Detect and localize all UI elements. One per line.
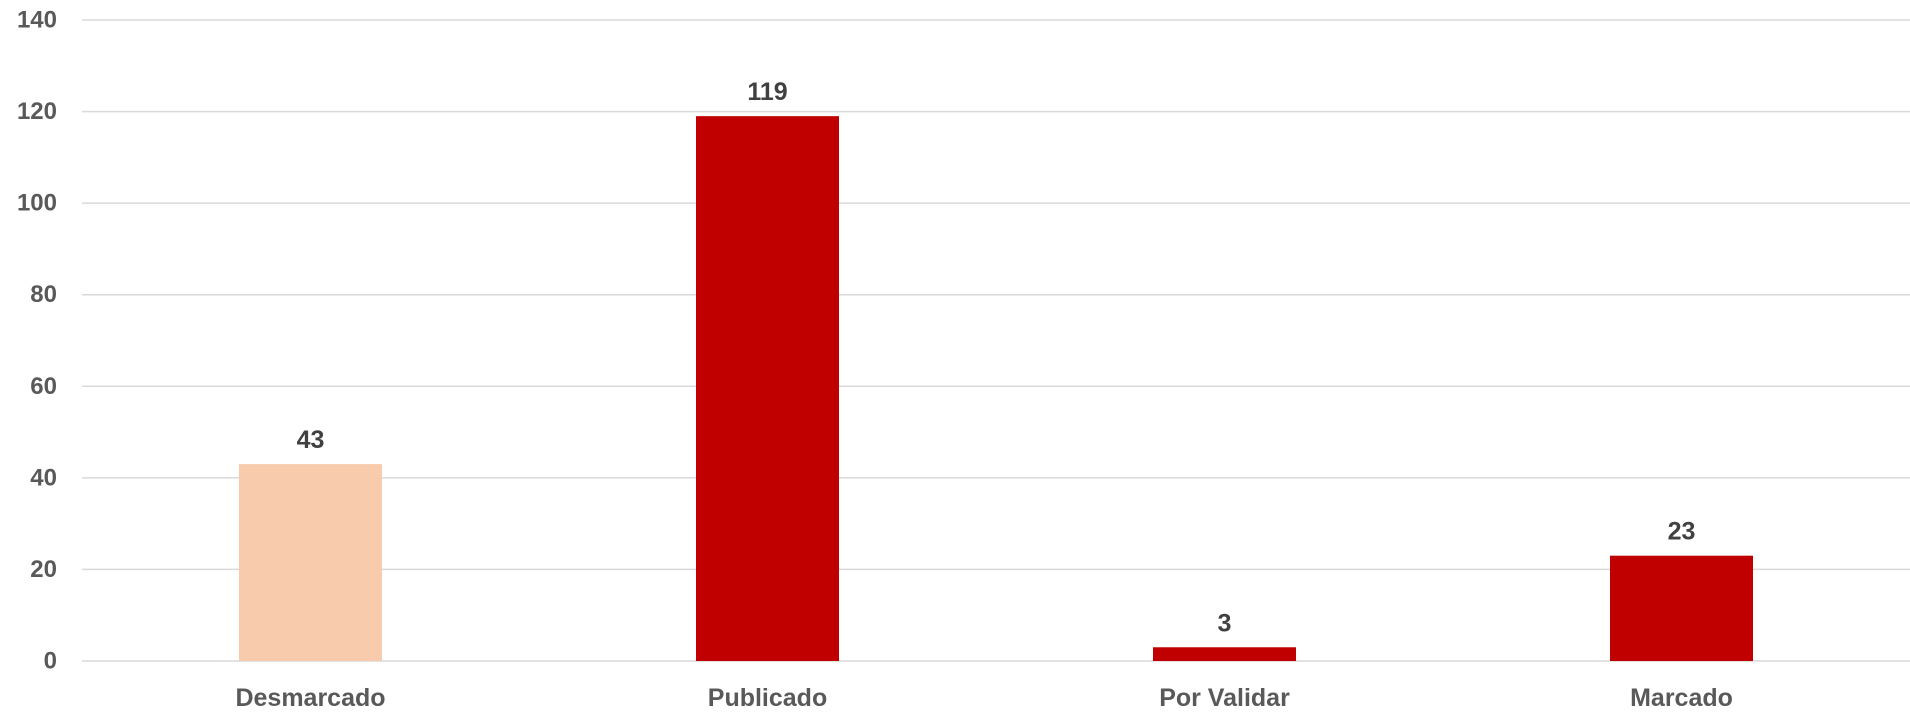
y-tick-label: 120 xyxy=(17,98,57,125)
bars xyxy=(239,116,1753,661)
data-label: 119 xyxy=(747,78,787,106)
data-label: 43 xyxy=(297,426,325,454)
gridlines xyxy=(82,19,1910,662)
x-tick-label: Desmarcado xyxy=(235,684,385,712)
bar-marcado xyxy=(1610,555,1753,661)
y-tick-label: 100 xyxy=(17,190,57,217)
data-labels: 43 119 3 23 xyxy=(297,78,1696,637)
y-tick-label: 60 xyxy=(30,373,57,400)
x-axis-ticks: Desmarcado Publicado Por Validar Marcado xyxy=(235,684,1732,712)
x-tick-label: Publicado xyxy=(708,684,827,712)
x-tick-label: Por Validar xyxy=(1159,684,1290,712)
y-tick-label: 20 xyxy=(30,556,57,583)
bar-desmarcado xyxy=(239,464,382,661)
bar-publicado xyxy=(696,116,839,661)
y-tick-label: 140 xyxy=(17,7,57,34)
data-label: 3 xyxy=(1218,609,1232,637)
x-tick-label: Marcado xyxy=(1630,684,1733,712)
y-axis-ticks: 0 20 40 60 80 100 120 140 xyxy=(17,7,57,675)
y-tick-label: 80 xyxy=(30,281,57,308)
y-tick-label: 0 xyxy=(44,648,57,675)
bar-por-validar xyxy=(1153,647,1296,661)
data-label: 23 xyxy=(1668,518,1696,546)
y-tick-label: 40 xyxy=(30,464,57,491)
